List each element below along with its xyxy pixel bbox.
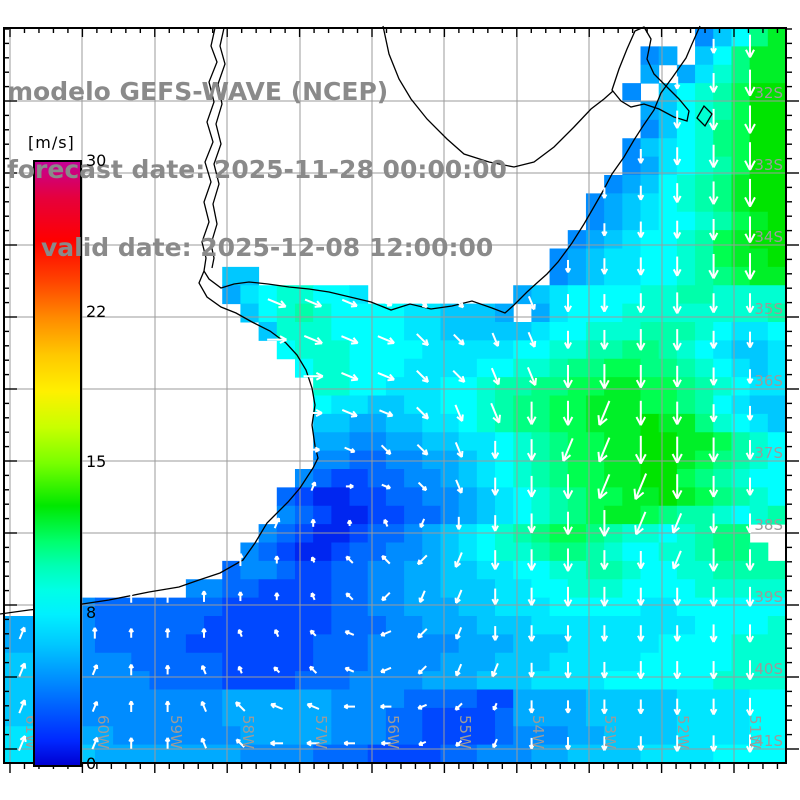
model-title: modelo GEFS-WAVE (NCEP) (7, 77, 389, 106)
svg-text:55W: 55W (456, 715, 474, 749)
wave-speed-cells (4, 28, 787, 764)
svg-text:41S: 41S (754, 732, 783, 750)
svg-text:40S: 40S (754, 660, 783, 678)
colorbar-unit-label: [m/s] (28, 133, 75, 152)
svg-text:38S: 38S (754, 516, 783, 534)
graticule-grid (4, 28, 786, 763)
wave-direction-arrows (18, 34, 756, 753)
coastlines (0, 25, 713, 615)
svg-text:56W: 56W (384, 715, 402, 749)
svg-text:37S: 37S (754, 444, 783, 462)
colorbar-tick-15: 15 (86, 452, 107, 471)
title-block: modelo GEFS-WAVE (NCEP) forecast date: 2… (7, 27, 507, 313)
svg-text:35S: 35S (754, 300, 783, 318)
svg-text:32S: 32S (754, 84, 783, 102)
svg-text:58W: 58W (239, 715, 257, 749)
valid-date: valid date: 2025-12-08 12:00:00 (41, 233, 494, 262)
colorbar (33, 160, 82, 767)
colorbar-tick-8: 8 (86, 603, 97, 622)
svg-text:34S: 34S (754, 228, 783, 246)
forecast-date: forecast date: 2025-11-28 00:00:00 (7, 155, 507, 184)
svg-text:36S: 36S (754, 372, 783, 390)
svg-text:60W: 60W (94, 715, 112, 749)
svg-text:51W: 51W (746, 715, 764, 749)
svg-text:54W: 54W (529, 715, 547, 749)
svg-text:33S: 33S (754, 156, 783, 174)
svg-text:57W: 57W (312, 715, 330, 749)
svg-text:39S: 39S (754, 588, 783, 606)
colorbar-tick-0: 0 (86, 754, 97, 773)
colorbar-gradient (35, 162, 80, 765)
map-frame (3, 27, 799, 773)
svg-text:52W: 52W (674, 715, 692, 749)
colorbar-tick-30: 30 (86, 151, 107, 170)
colorbar-tick-22: 22 (86, 302, 107, 321)
svg-text:59W: 59W (167, 715, 185, 749)
svg-text:53W: 53W (601, 715, 619, 749)
